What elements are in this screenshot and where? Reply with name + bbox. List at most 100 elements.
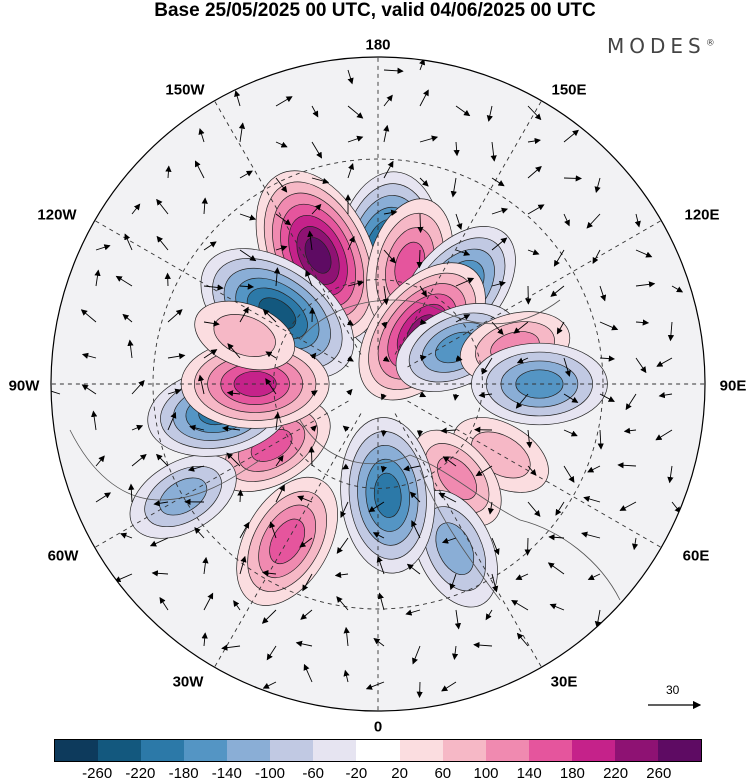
wind-vector <box>127 339 134 359</box>
wind-vector <box>203 320 220 327</box>
wind-vector <box>491 537 500 556</box>
wind-vector <box>115 275 133 287</box>
wind-vector <box>311 203 322 215</box>
wind-vector <box>599 285 607 302</box>
wind-vector <box>372 532 385 539</box>
wind-vector <box>299 537 313 548</box>
wind-vector <box>311 141 323 159</box>
wind-vector <box>91 410 98 431</box>
wind-vector <box>515 393 529 409</box>
wind-vector <box>114 573 133 583</box>
wind-vector <box>383 249 396 264</box>
anomaly-field <box>129 170 608 608</box>
colorbar-cell <box>356 740 400 761</box>
wind-vector <box>347 235 355 251</box>
map-boundary <box>50 56 706 712</box>
wind-vector <box>486 105 493 122</box>
wind-vector <box>592 249 601 264</box>
wind-vector <box>131 453 147 467</box>
wind-vector <box>513 321 529 334</box>
longitude-label-60e: 60E <box>682 547 710 565</box>
colorbar-tick-label: 140 <box>516 765 542 782</box>
wind-vector <box>305 269 313 287</box>
wind-vector <box>550 285 565 297</box>
wind-vector <box>491 237 508 251</box>
wind-vector <box>442 456 457 467</box>
wind-vector <box>151 570 169 577</box>
wind-vector <box>262 681 277 689</box>
anomaly-contour <box>373 472 402 518</box>
wind-vector <box>473 641 493 649</box>
wind-vector <box>563 175 583 182</box>
wind-vector <box>128 483 135 503</box>
wind-vector <box>419 354 427 361</box>
wind-vector <box>303 663 313 683</box>
wind-vector <box>455 314 471 323</box>
wind-vector <box>383 67 404 74</box>
colorbar-tick-label: -60 <box>302 765 325 782</box>
wind-vector <box>549 603 565 611</box>
wind-vector <box>131 203 141 215</box>
wind-vector <box>275 96 293 107</box>
wind-vector <box>165 165 172 179</box>
wind-vector <box>491 321 504 336</box>
wind-vector <box>419 58 426 71</box>
longitude-label-150w: 150W <box>165 81 205 99</box>
meridian-line <box>394 413 542 668</box>
wind-vector <box>156 235 169 251</box>
wind-vector <box>452 393 460 401</box>
wind-vector <box>239 170 253 179</box>
wind-vector <box>156 453 169 467</box>
wind-vector <box>491 207 509 215</box>
colorbar-cell <box>313 740 357 761</box>
wind-vector <box>261 609 277 624</box>
wind-vector <box>239 521 250 539</box>
wind-vector <box>527 105 542 121</box>
wind-vector <box>275 213 292 226</box>
wind-vector <box>347 163 355 179</box>
wind-vector <box>227 343 241 359</box>
wind-vector <box>475 465 493 477</box>
latitude-circle <box>273 279 483 489</box>
wind-vector <box>587 573 601 580</box>
colorbar-tick-label: -100 <box>254 765 286 782</box>
colorbar-cell <box>571 740 615 761</box>
wind-vector <box>309 352 317 360</box>
wind-vector <box>239 555 247 575</box>
wind-vector <box>481 357 493 375</box>
wind-vector <box>438 492 457 503</box>
wind-vector <box>487 501 495 515</box>
wind-vector <box>233 600 241 611</box>
colorbar-cell <box>528 740 572 761</box>
colorbar-tick-label: -180 <box>168 765 199 782</box>
wind-vector <box>203 284 224 291</box>
wind-vector <box>201 197 208 215</box>
wind-vector <box>635 281 656 288</box>
wind-vector <box>275 484 285 503</box>
wind-vector <box>547 562 565 575</box>
wind-vector <box>203 241 217 251</box>
wind-vector <box>194 527 205 539</box>
wind-vector <box>635 319 650 326</box>
wind-vector <box>203 592 214 611</box>
wind-vector <box>124 233 133 251</box>
wind-vector <box>478 391 493 398</box>
colorbar-cell <box>614 740 658 761</box>
wind-vector <box>275 245 288 252</box>
wind-vector <box>631 537 639 551</box>
wind-vector <box>310 425 317 432</box>
wind-vector <box>131 424 144 431</box>
wind-vector <box>634 213 641 228</box>
colorbar-tick-label: 20 <box>391 765 408 782</box>
wind-vector <box>382 355 390 362</box>
wind-vector <box>311 105 319 118</box>
wind-vector <box>491 280 506 288</box>
wind-vector <box>262 308 277 323</box>
wind-vector <box>226 390 241 397</box>
wind-vector <box>380 393 387 401</box>
coastline-path <box>69 299 621 601</box>
wind-vector <box>419 285 427 298</box>
map-title: Base 25/05/2025 00 UTC, valid 04/06/2025… <box>154 0 596 21</box>
wind-vector <box>380 429 388 437</box>
